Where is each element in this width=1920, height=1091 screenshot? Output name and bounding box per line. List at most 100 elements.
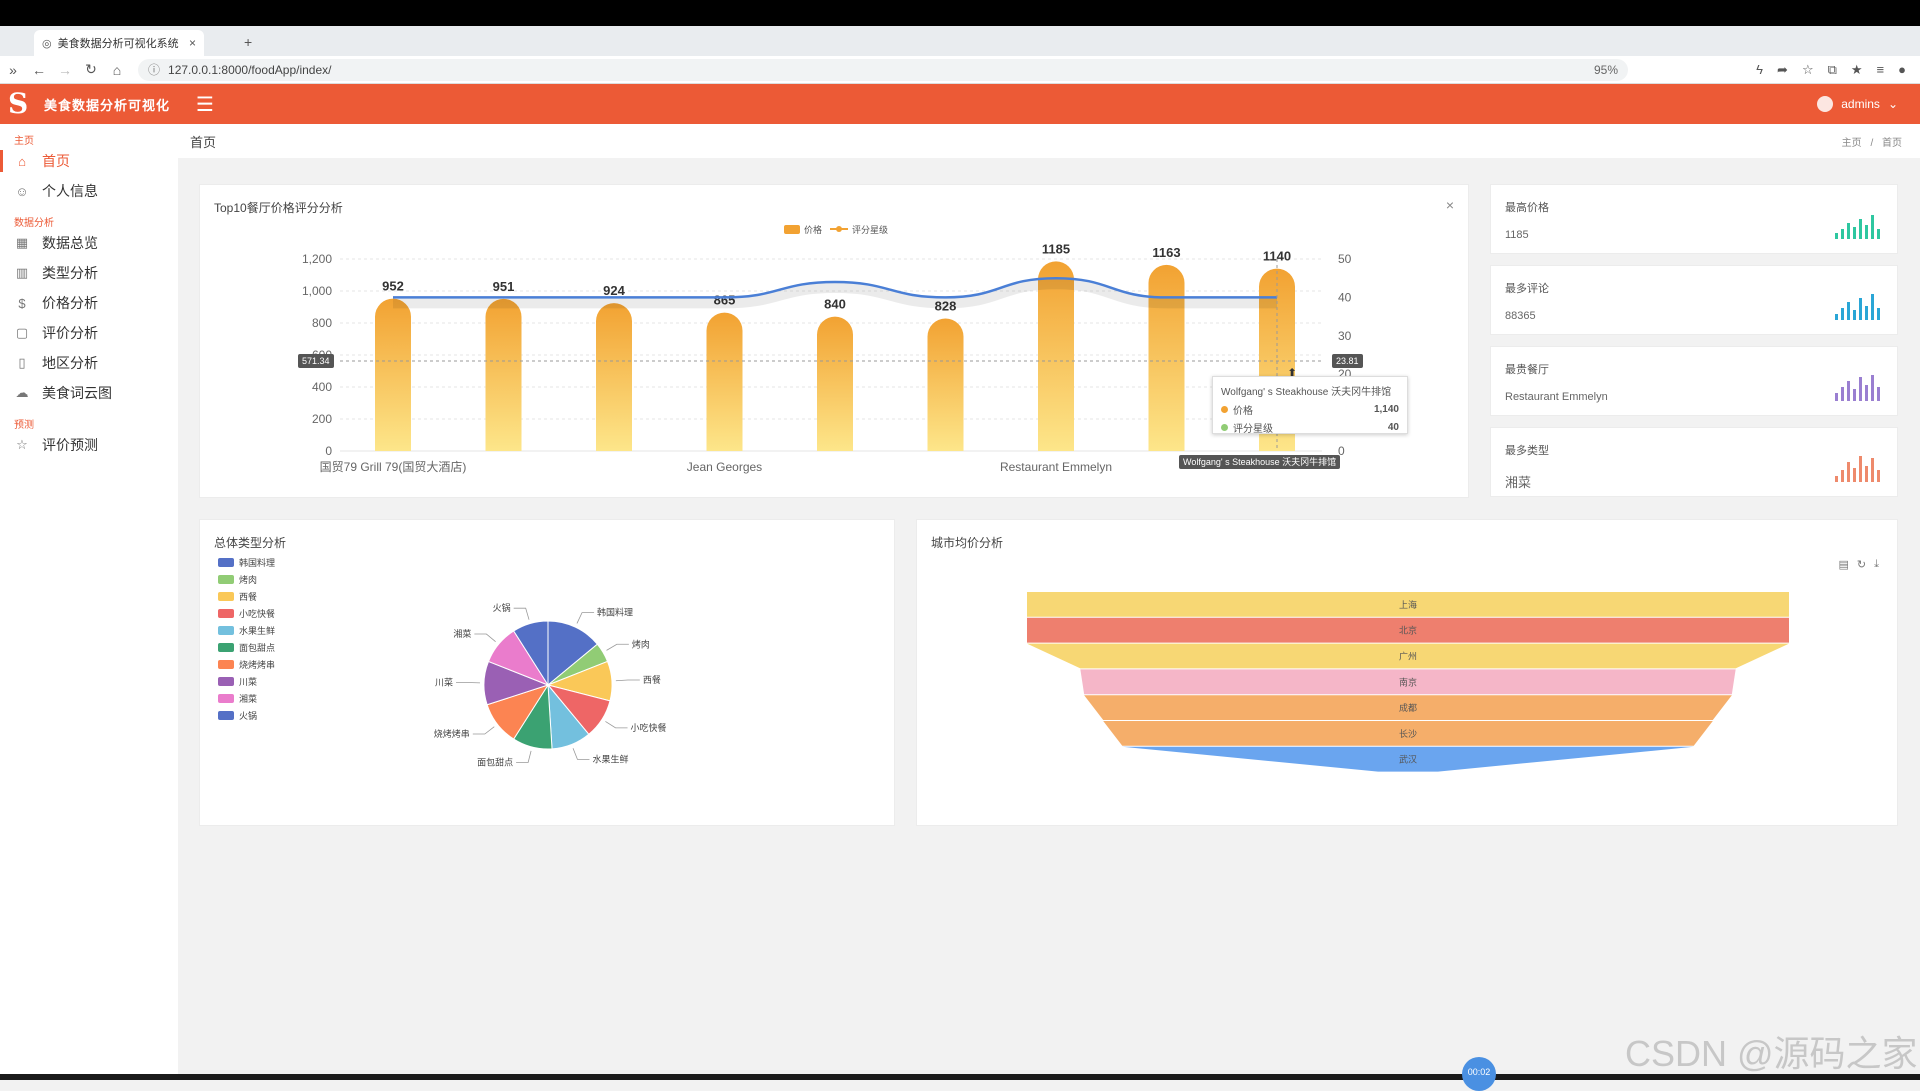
price-bar[interactable] [1149, 265, 1185, 451]
legend-swatch[interactable] [218, 711, 234, 720]
sparkline-bars [1835, 294, 1883, 320]
sidebar-item[interactable]: ☁美食词云图 [0, 378, 178, 408]
address-bar[interactable]: ⓘ 127.0.0.1:8000/foodApp/index/ 95% [138, 59, 1628, 81]
pie-slice-label: 川菜 [435, 676, 453, 687]
sidebar-toggle-icon[interactable]: » [0, 62, 26, 78]
zoom-level[interactable]: 95% [1594, 63, 1618, 77]
y-left-tick-label: 400 [312, 380, 332, 394]
legend-label: 烧烤烤串 [239, 659, 275, 670]
profile-icon[interactable]: ● [1898, 62, 1906, 78]
menu-icon[interactable]: ≡ [1877, 62, 1885, 78]
legend-label: 韩国料理 [239, 557, 275, 568]
legend-swatch[interactable] [218, 558, 234, 567]
legend-swatch[interactable] [218, 660, 234, 669]
sidebar-item[interactable]: ▦数据总览 [0, 228, 178, 258]
home-icon: ⌂ [14, 154, 30, 169]
sidebar-item-label: 数据总览 [42, 233, 98, 253]
y-left-tick-label: 0 [325, 444, 332, 458]
page-title: 首页 [190, 132, 216, 151]
back-icon[interactable]: ← [26, 62, 52, 78]
price-bar[interactable] [817, 317, 853, 451]
price-bar[interactable] [486, 299, 522, 451]
legend-swatch[interactable] [218, 677, 234, 686]
sparkline-bars [1835, 456, 1883, 482]
sidebar-item[interactable]: $价格分析 [0, 288, 178, 318]
legend-label: 火锅 [239, 711, 257, 721]
sparkline-bar [1865, 385, 1868, 401]
tooltip-row-name: 评分星级 [1233, 420, 1273, 435]
pie-label-line [516, 751, 531, 763]
sparkline-bar [1877, 308, 1880, 320]
taskbar [0, 1074, 1920, 1080]
sidebar-item[interactable]: ▯地区分析 [0, 348, 178, 378]
funnel-stage-label: 成都 [1399, 702, 1417, 713]
legend-swatch[interactable] [218, 575, 234, 584]
funnel-stage-label: 南京 [1399, 676, 1417, 687]
price-bar[interactable] [596, 303, 632, 451]
user-menu[interactable]: admins ⌄ [1817, 96, 1898, 112]
sparkline-bar [1847, 223, 1850, 239]
sidebar-item[interactable]: ▢评价分析 [0, 318, 178, 348]
comment-icon: ▢ [14, 325, 30, 341]
price-bar[interactable] [375, 299, 411, 451]
recorder-timer[interactable]: 00:02 [1462, 1057, 1496, 1091]
reload-icon[interactable]: ↻ [78, 61, 104, 78]
new-tab-button[interactable]: + [244, 34, 252, 50]
sparkline-bar [1877, 229, 1880, 239]
sparkline-bar [1877, 387, 1880, 401]
bolt-icon[interactable]: ϟ [1756, 62, 1763, 78]
forward-icon[interactable]: → [52, 62, 78, 78]
sparkline-bar [1871, 458, 1874, 482]
price-bar[interactable] [707, 313, 743, 451]
sparkline-bar [1841, 229, 1844, 239]
bar-value-label: 951 [493, 279, 515, 294]
chart-legend[interactable]: 价格评分星级 [784, 224, 888, 235]
chart-tooltip: Wolfgang' s Steakhouse 沃夫冈牛排馆 价格 1,140 评… [1212, 376, 1408, 434]
sparkline-bar [1871, 215, 1874, 239]
pie-slice-label: 烤肉 [632, 638, 650, 649]
legend-swatch[interactable] [218, 626, 234, 635]
sidebar-item[interactable]: ⌂首页 [0, 146, 178, 176]
sidebar-item-label: 美食词云图 [42, 383, 112, 403]
top10-bar-line-chart[interactable]: 价格评分星级02004006008001,0001,20001020304050… [200, 185, 1470, 499]
pie-slice-label: 湘菜 [453, 628, 471, 639]
legend-swatch[interactable] [218, 643, 234, 652]
sidebar-item[interactable]: ▥类型分析 [0, 258, 178, 288]
breadcrumb-separator: / [1870, 138, 1873, 149]
sparkline-bar [1835, 393, 1838, 401]
globe-icon: ◎ [42, 37, 52, 50]
browser-tab[interactable]: ◎ 美食数据分析可视化系统 × [34, 30, 204, 56]
share-icon[interactable]: ➦ [1777, 62, 1788, 78]
bookmark-icon[interactable]: ★ [1851, 62, 1863, 78]
x-tick-label: 国贸79 Grill 79(国贸大酒店) [320, 460, 467, 474]
dollar-icon: $ [14, 296, 30, 311]
favorite-icon[interactable]: ☆ [1802, 62, 1814, 78]
pie-slice-label: 烧烤烤串 [434, 728, 470, 739]
sparkline-bars [1835, 213, 1883, 239]
sparkline-bars [1835, 375, 1883, 401]
tab-close-button[interactable]: × [189, 36, 196, 50]
pie-label-line [607, 644, 629, 650]
pie-label-line [605, 721, 627, 727]
home-browser-icon[interactable]: ⌂ [104, 62, 130, 78]
sidebar: 主页⌂首页☺个人信息数据分析▦数据总览▥类型分析$价格分析▢评价分析▯地区分析☁… [0, 124, 178, 1080]
hamburger-icon[interactable]: ☰ [196, 92, 214, 117]
legend-swatch[interactable] [218, 694, 234, 703]
breadcrumb-current: 首页 [1882, 138, 1902, 149]
type-pie-chart[interactable]: 韩国料理烤肉西餐小吃快餐水果生鲜面包甜点烧烤烤串川菜湘菜火锅韩国料理烤肉西餐小吃… [200, 520, 896, 827]
sidebar-item[interactable]: ☺个人信息 [0, 176, 178, 206]
top10-chart-card: Top10餐厅价格评分分析 × 价格评分星级02004006008001,000… [199, 184, 1469, 498]
pie-label-line [616, 680, 640, 681]
price-bar[interactable] [928, 319, 964, 451]
sidebar-item[interactable]: ☆评价预测 [0, 430, 178, 460]
legend-swatch[interactable] [218, 609, 234, 618]
legend-swatch[interactable] [218, 592, 234, 601]
funnel-stage-label: 长沙 [1399, 728, 1417, 739]
legend-label: 烤肉 [239, 574, 257, 585]
sidebar-section-label: 主页 [0, 124, 178, 146]
breadcrumb-home[interactable]: 主页 [1842, 138, 1862, 149]
price-bar[interactable] [1038, 261, 1074, 451]
extensions-icon[interactable]: ⧉ [1828, 62, 1837, 78]
